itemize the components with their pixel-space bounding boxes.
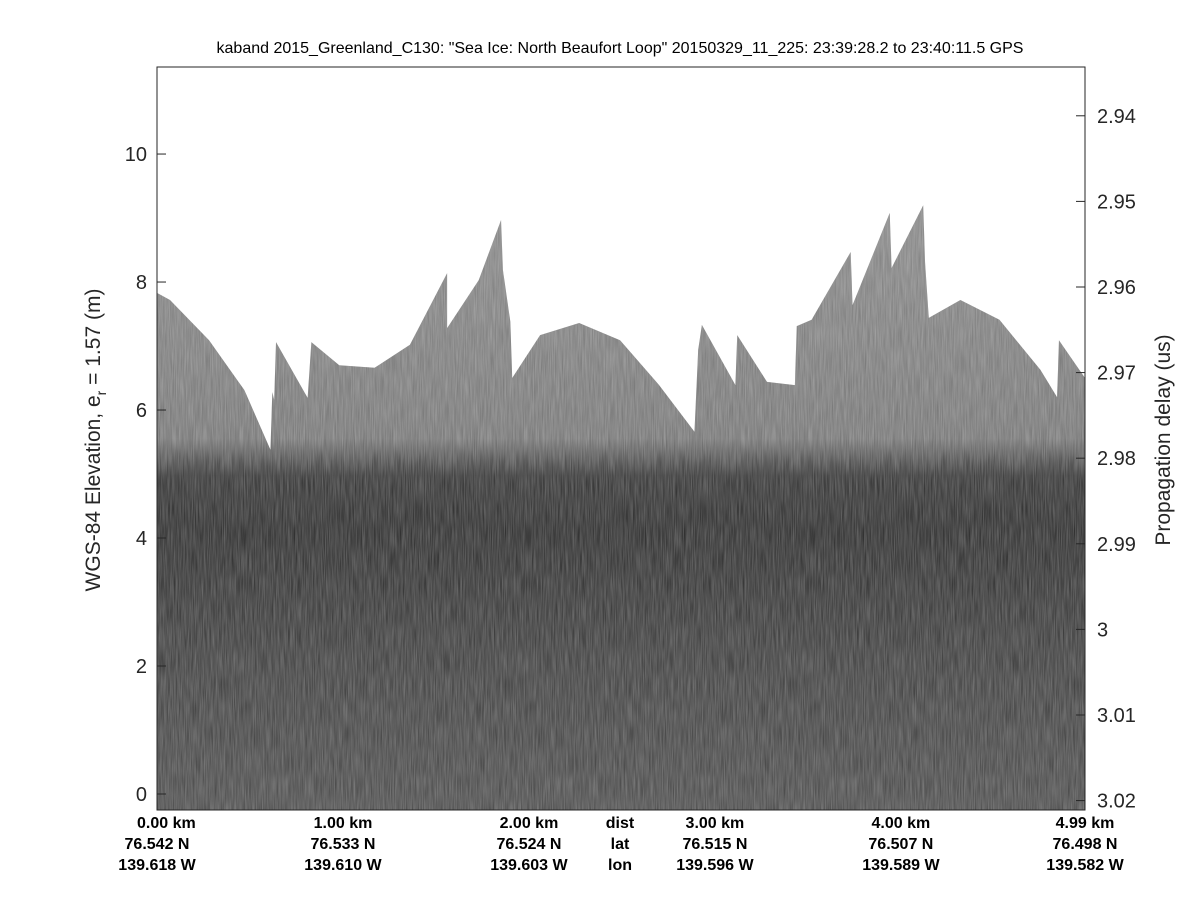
y2-tick-label: 3: [1097, 619, 1108, 641]
y2-tick-label: 3.02: [1097, 791, 1136, 813]
lon-label: 139.610 W: [304, 857, 382, 874]
plot-frame: [156, 66, 1086, 811]
y2-tick-label: 2.94: [1097, 106, 1136, 128]
y-label-text: WGS-84 Elevation, e: [82, 395, 105, 591]
row-label: lat: [611, 836, 630, 853]
y-tick-label: 8: [136, 272, 147, 294]
y2-tick-label: 3.01: [1097, 705, 1136, 727]
y-tick-label: 4: [136, 528, 147, 550]
y-axis-label: WGS-84 Elevation, er = 1.57 (m): [82, 289, 109, 592]
y-label-subscript: r: [93, 390, 109, 395]
y-tick-label: 10: [125, 144, 147, 166]
lat-label: 76.515 N: [682, 836, 747, 853]
y2-tick-label: 2.95: [1097, 191, 1136, 213]
lon-label: 139.589 W: [862, 857, 940, 874]
row-label: dist: [606, 815, 635, 832]
lon-label: 139.618 W: [118, 857, 196, 874]
lat-label: 76.524 N: [496, 836, 561, 853]
y-label-rest: = 1.57 (m): [82, 289, 105, 391]
lon-label: 139.603 W: [490, 857, 568, 874]
lon-label: 139.596 W: [676, 857, 754, 874]
x-tick-label: 0.00 km: [137, 815, 196, 832]
y2-tick-label: 2.98: [1097, 448, 1136, 470]
x-tick-label: 2.00 km: [500, 815, 559, 832]
chart-title: kaband 2015_Greenland_C130: "Sea Ice: No…: [217, 40, 1024, 57]
row-label: lon: [608, 857, 632, 874]
lat-label: 76.542 N: [125, 836, 190, 853]
y-tick-label: 2: [136, 656, 147, 678]
y-tick-label: 6: [136, 400, 147, 422]
y2-tick-label: 2.96: [1097, 277, 1136, 299]
x-tick-label: 4.99 km: [1056, 815, 1115, 832]
lat-label: 76.507 N: [868, 836, 933, 853]
x-tick-label: 1.00 km: [314, 815, 373, 832]
lon-label: 139.582 W: [1046, 857, 1124, 874]
lat-label: 76.533 N: [311, 836, 376, 853]
y2-tick-label: 2.97: [1097, 363, 1136, 385]
x-tick-label: 4.00 km: [872, 815, 931, 832]
echogram-noise: [157, 205, 1085, 810]
y2-tick-label: 2.99: [1097, 534, 1136, 556]
x-tick-label: 3.00 km: [686, 815, 745, 832]
y-tick-label: 0: [136, 784, 147, 806]
y2-axis-label: Propagation delay (us): [1152, 334, 1175, 545]
lat-label: 76.498 N: [1053, 836, 1118, 853]
